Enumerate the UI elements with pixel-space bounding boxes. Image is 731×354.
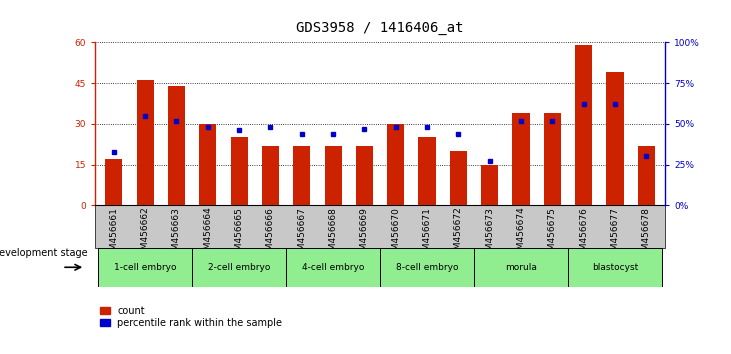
Text: 1-cell embryo: 1-cell embryo (114, 263, 176, 272)
Bar (199, 124, 216, 205)
Bar (450, 151, 467, 205)
Text: GDS3958 / 1416406_at: GDS3958 / 1416406_at (296, 21, 464, 35)
Bar (168, 86, 185, 205)
Bar (230, 137, 248, 205)
Bar (380, 248, 474, 287)
Bar (481, 165, 499, 205)
Bar (387, 124, 404, 205)
Bar (98, 248, 192, 287)
Bar (638, 145, 655, 205)
Text: morula: morula (505, 263, 537, 272)
Bar (293, 145, 311, 205)
Text: blastocyst: blastocyst (592, 263, 638, 272)
Text: 4-cell embryo: 4-cell embryo (302, 263, 364, 272)
Bar (105, 159, 122, 205)
Bar (544, 113, 561, 205)
Bar (356, 145, 373, 205)
Bar (607, 72, 624, 205)
Text: development stage: development stage (0, 248, 88, 258)
Bar (286, 248, 380, 287)
Bar (575, 45, 592, 205)
Bar (325, 145, 341, 205)
Bar (418, 137, 436, 205)
Text: 8-cell embryo: 8-cell embryo (396, 263, 458, 272)
Bar (137, 80, 154, 205)
Bar (192, 248, 286, 287)
Legend: count, percentile rank within the sample: count, percentile rank within the sample (100, 306, 282, 328)
Bar (568, 248, 662, 287)
Bar (262, 145, 279, 205)
Bar (474, 248, 568, 287)
Text: 2-cell embryo: 2-cell embryo (208, 263, 270, 272)
Bar (512, 113, 530, 205)
